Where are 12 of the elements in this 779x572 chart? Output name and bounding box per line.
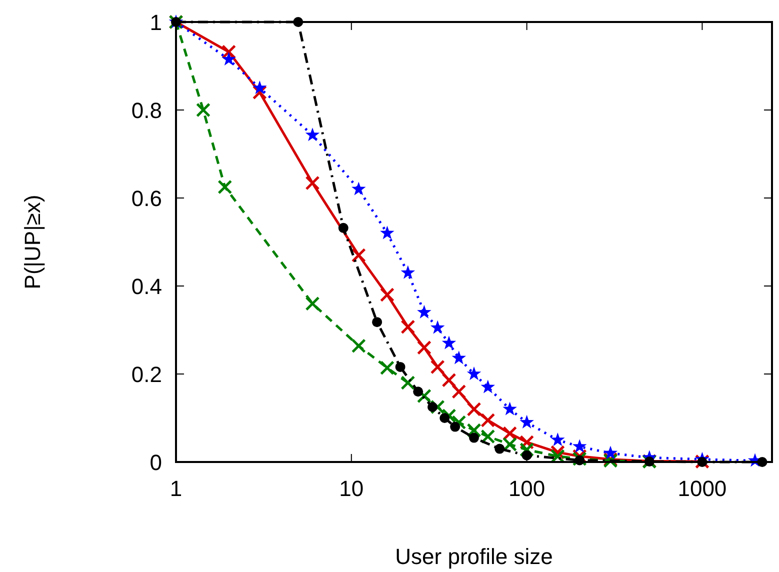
x-tick-label: 1: [170, 476, 182, 501]
y-tick-label: 0.4: [131, 274, 162, 299]
x-tick-label: 10: [339, 476, 364, 501]
x-tick-label: 100: [508, 476, 546, 501]
y-tick-label: 0.2: [131, 362, 162, 387]
x-tick-label: 1000: [678, 476, 727, 501]
y-tick-label: 1: [150, 10, 162, 35]
y-tick-label: 0: [150, 450, 162, 475]
y-tick-label: 0.8: [131, 98, 162, 123]
y-tick-label: 0.6: [131, 186, 162, 211]
x-axis-title: User profile size: [395, 544, 553, 569]
y-axis-title: P(|UP|≥x): [20, 194, 45, 290]
